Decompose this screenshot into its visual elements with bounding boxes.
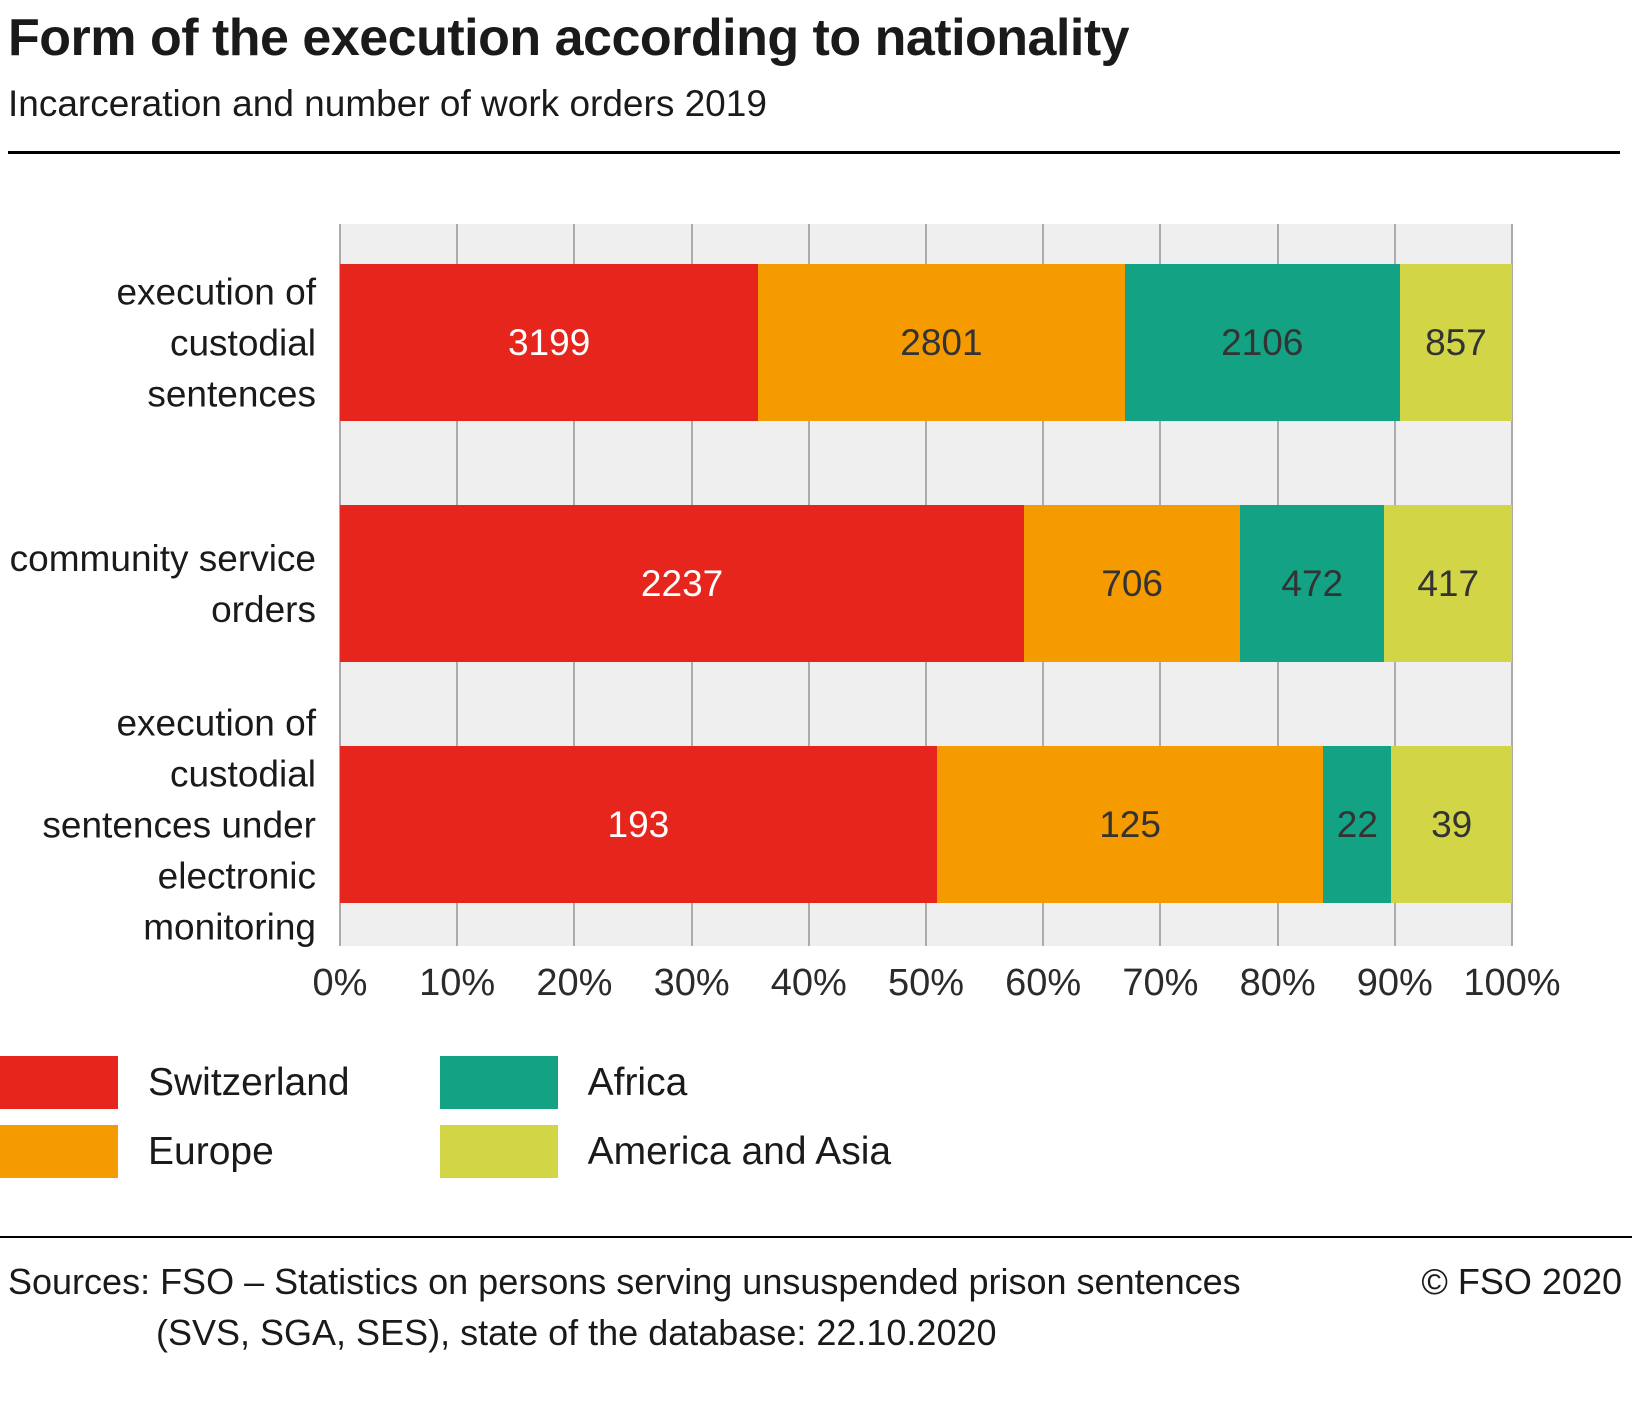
legend-item: Africa bbox=[439, 1056, 892, 1110]
bar-segment-switzerland: 2237 bbox=[340, 505, 1025, 663]
x-axis-tick: 30% bbox=[653, 962, 730, 1005]
x-axis-tick: 60% bbox=[1005, 962, 1082, 1005]
category-label: execution of custodial sentences bbox=[116, 271, 316, 415]
legend-swatch bbox=[439, 1056, 558, 1110]
x-axis-tick: 10% bbox=[419, 962, 496, 1005]
sources-line-1: Sources: FSO – Statistics on persons ser… bbox=[8, 1261, 1241, 1303]
bar-segment-africa: 2106 bbox=[1124, 264, 1400, 422]
legend-label: Switzerland bbox=[148, 1060, 350, 1104]
legend-swatch bbox=[0, 1125, 118, 1179]
legend-swatch bbox=[0, 1056, 118, 1110]
x-axis-tick: 50% bbox=[887, 962, 965, 1005]
sources-text: Sources: FSO – Statistics on persons ser… bbox=[8, 1256, 1241, 1358]
page-title: Form of the execution according to natio… bbox=[8, 9, 1130, 67]
footer: Sources: FSO – Statistics on persons ser… bbox=[0, 1238, 1632, 1358]
bar-segment-switzerland: 3199 bbox=[340, 264, 759, 422]
bar-row: 193 125 22 39 bbox=[340, 746, 1512, 904]
bar-segment-africa: 22 bbox=[1323, 746, 1392, 904]
x-axis: 0% 10% 20% 30% 40% 50% 60% 70% 80% 90% 100% bbox=[313, 962, 1561, 1010]
bar-segment-africa: 472 bbox=[1240, 505, 1385, 663]
stacked-bar-chart: 3199 2801 2106 857 2237 706 472 417 193 125 22 39 e… bbox=[0, 224, 1561, 1010]
bar-segment-switzerland: 193 bbox=[340, 746, 937, 904]
bar-row: 3199 2801 2106 857 bbox=[340, 264, 1512, 422]
category-label: execution of custodial sentences under e… bbox=[42, 702, 316, 948]
bar-segment-america-and-asia: 857 bbox=[1399, 264, 1512, 422]
x-axis-tick: 40% bbox=[770, 962, 847, 1005]
top-divider bbox=[8, 151, 1620, 155]
x-axis-tick: 0% bbox=[312, 962, 368, 1005]
legend-item: Europe bbox=[0, 1125, 350, 1179]
bar-segment-america-and-asia: 417 bbox=[1384, 505, 1512, 663]
sources-line-2: (SVS, SGA, SES), state of the database: … bbox=[156, 1312, 997, 1354]
x-axis-tick: 70% bbox=[1122, 962, 1199, 1005]
plot-area: 3199 2801 2106 857 2237 706 472 417 193 125 22 39 bbox=[339, 224, 1513, 947]
legend-item: America and Asia bbox=[439, 1125, 892, 1179]
bar-segment-america-and-asia: 39 bbox=[1391, 746, 1512, 904]
chart-header: Form of the execution according to natio… bbox=[0, 0, 1632, 155]
x-axis-tick: 90% bbox=[1356, 962, 1433, 1005]
legend-label: Europe bbox=[148, 1129, 274, 1173]
legend: Switzerland Europe Africa America and Asia bbox=[0, 1056, 1632, 1179]
x-axis-tick: 100% bbox=[1463, 962, 1561, 1005]
x-axis-tick: 20% bbox=[536, 962, 613, 1005]
copyright-text: © FSO 2020 bbox=[1421, 1261, 1622, 1303]
bar-row: 2237 706 472 417 bbox=[340, 505, 1512, 663]
legend-label: America and Asia bbox=[587, 1129, 892, 1173]
legend-swatch bbox=[439, 1125, 558, 1179]
page-subtitle: Incarceration and number of work orders … bbox=[8, 83, 767, 125]
bottom-divider bbox=[0, 1236, 1632, 1239]
legend-item: Switzerland bbox=[0, 1056, 350, 1110]
bar-segment-europe: 2801 bbox=[758, 264, 1125, 422]
legend-label: Africa bbox=[587, 1060, 688, 1104]
category-label: community service orders bbox=[9, 537, 316, 630]
x-axis-tick: 80% bbox=[1239, 962, 1316, 1005]
gridline bbox=[1511, 224, 1513, 947]
bar-segment-europe: 706 bbox=[1024, 505, 1241, 663]
bar-segment-europe: 125 bbox=[936, 746, 1324, 904]
